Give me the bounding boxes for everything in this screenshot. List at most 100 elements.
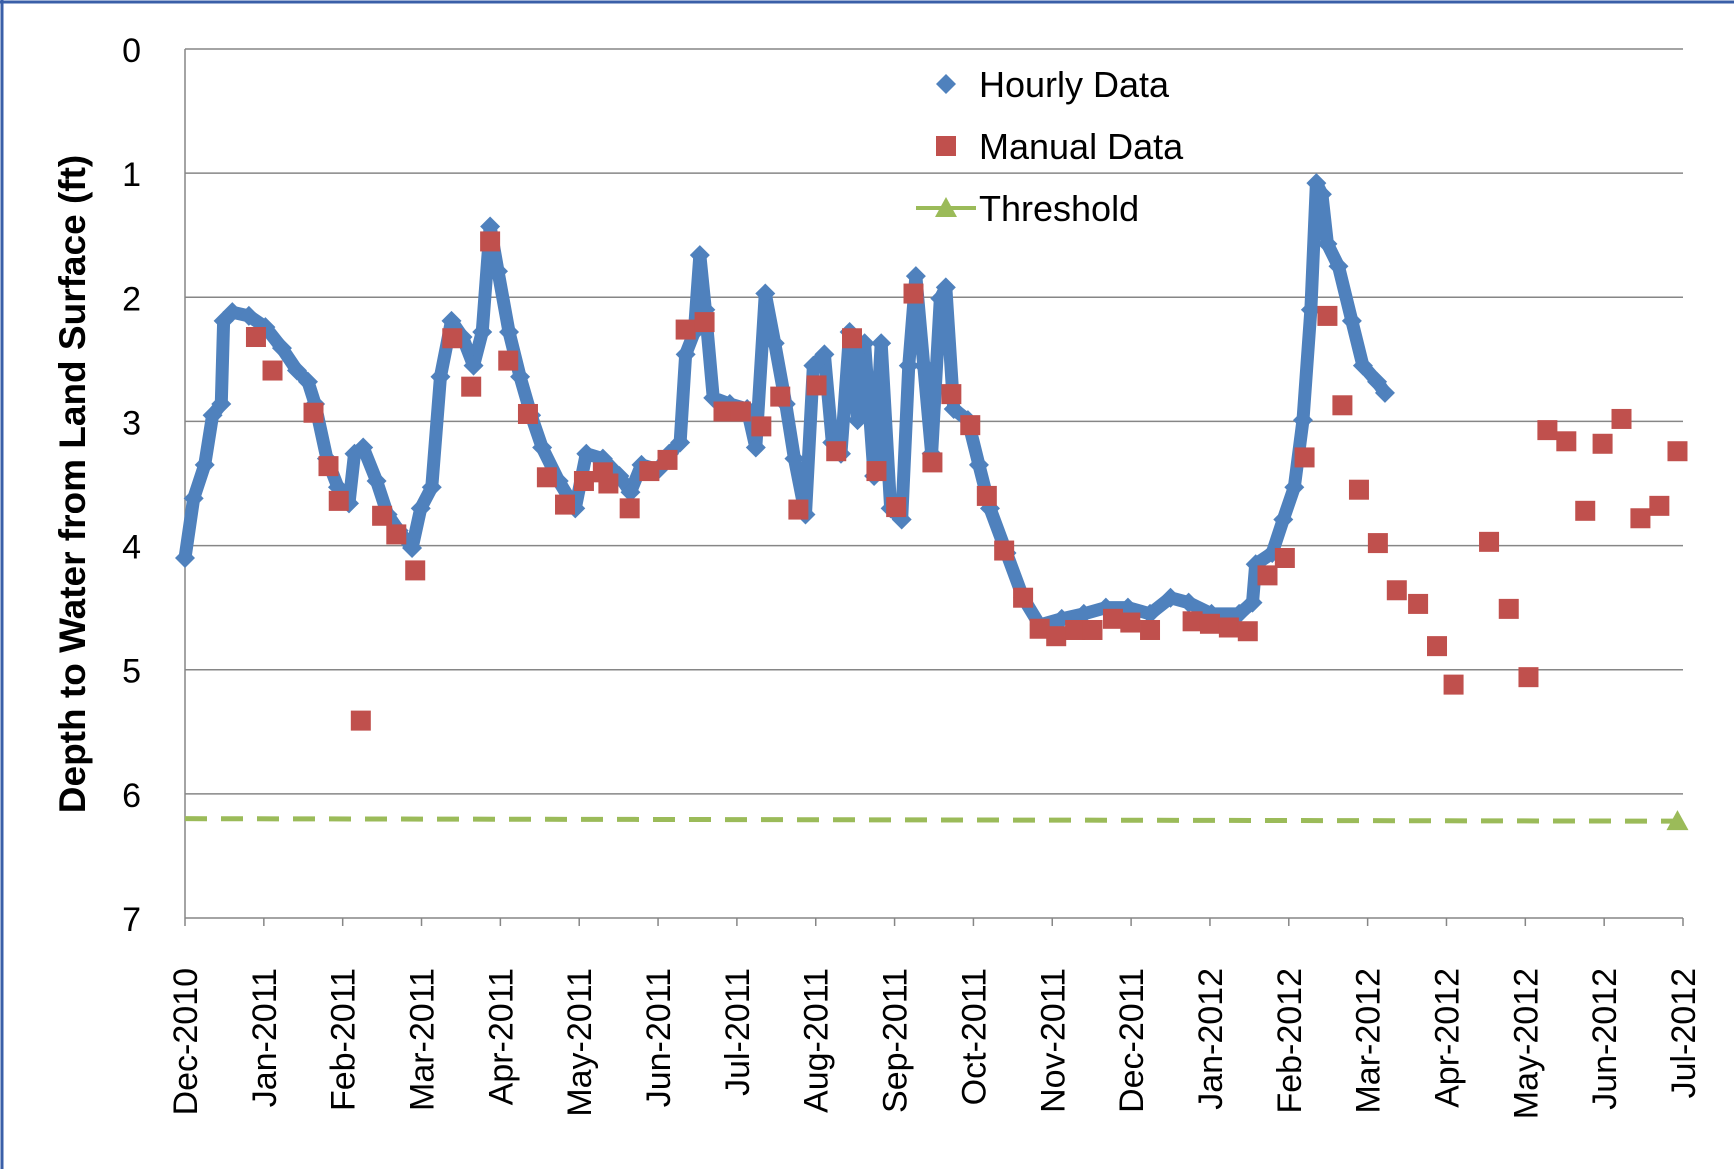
diamond-marker [1273,509,1294,530]
diamond-marker [463,355,484,376]
square-marker [517,403,538,424]
square-marker [713,401,734,422]
square-marker [1013,587,1034,608]
diamond-marker [402,538,423,559]
diamond-marker [510,366,531,387]
diamond-marker [898,355,919,376]
legend-label: Threshold [979,188,1139,229]
square-marker [826,441,847,462]
diamond-marker [353,437,374,458]
square-marker [1479,531,1500,552]
square-marker [328,490,349,511]
diamond-marker [968,454,989,475]
x-tick-label: Jan-2012 [1192,968,1230,1110]
legend-marker [936,74,956,94]
square-marker [806,375,827,396]
square-marker [1257,565,1278,586]
square-marker [694,312,715,333]
x-tick-label: Jul-2011 [719,968,757,1096]
diamond-marker [764,333,785,354]
diamond-marker [532,437,553,458]
diamond-marker [814,344,835,365]
diamond-marker [1311,184,1332,205]
y-tick-label: 2 [122,280,141,318]
square-marker [1556,431,1577,452]
square-marker [1408,593,1429,614]
square-marker [1140,619,1161,640]
x-tick-label: Mar-2011 [404,968,442,1111]
square-marker [1443,674,1464,695]
square-marker [498,350,519,371]
diamond-marker [1317,233,1338,254]
square-marker [619,498,640,519]
square-marker [262,360,283,381]
square-marker [886,497,907,518]
diamond-marker [1160,587,1181,608]
triangle-marker [1666,810,1689,831]
square-marker [1274,547,1295,568]
square-marker [1611,408,1632,429]
x-tick-label: Sep-2011 [877,968,915,1113]
square-marker [461,376,482,397]
diamond-marker [1178,592,1199,613]
square-marker [1029,618,1050,639]
square-marker [405,560,426,581]
diamond-marker [410,498,431,519]
square-marker [386,524,407,545]
diamond-marker [211,394,232,415]
square-marker [1082,619,1103,640]
square-marker [1592,433,1613,454]
square-marker [751,416,772,437]
square-marker [866,461,887,482]
square-marker [903,283,924,304]
square-marker [1498,598,1519,619]
diamond-marker [441,310,462,331]
square-marker [1649,495,1670,516]
diamond-marker [297,371,318,392]
square-marker [480,231,501,252]
square-marker [598,473,619,494]
square-marker [1046,626,1067,647]
diamond-marker [1374,382,1395,403]
diamond-marker [1300,299,1321,320]
x-tick-label: Jun-2011 [640,968,678,1107]
y-tick-label: 4 [122,529,141,567]
diamond-marker [1292,410,1313,431]
diamond-marker [499,322,520,343]
square-marker [1218,617,1239,638]
diamond-marker [784,448,805,469]
square-marker [1294,447,1315,468]
diamond-marker [1284,477,1305,498]
diamond-marker [891,509,912,530]
square-marker [788,499,809,520]
square-marker [318,456,339,477]
legend-marker [935,197,957,217]
x-tick-label: Jan-2011 [246,968,284,1107]
diamond-marker [689,245,710,266]
square-marker [960,415,981,436]
diamond-marker [238,305,259,326]
square-marker [573,471,594,492]
square-marker [1237,621,1258,642]
y-tick-label: 5 [122,653,141,691]
square-marker [555,494,576,515]
x-tick-label: Feb-2012 [1271,968,1309,1114]
legend-marker [936,136,956,156]
diamond-marker [1073,603,1094,624]
diamond-marker [620,482,641,503]
diamond-marker [194,454,215,475]
square-marker [922,452,943,473]
square-marker [675,319,696,340]
square-marker [536,467,557,488]
diamond-marker [935,277,956,298]
x-tick-label: Oct-2011 [955,968,993,1105]
diamond-marker [421,477,442,498]
diamond-marker [286,360,307,381]
square-marker [1575,500,1596,521]
square-marker [1427,636,1448,657]
square-marker [1667,441,1688,462]
diamond-marker [222,302,243,323]
square-marker [1518,667,1539,688]
square-marker [1367,533,1388,554]
diamond-marker [472,322,493,343]
